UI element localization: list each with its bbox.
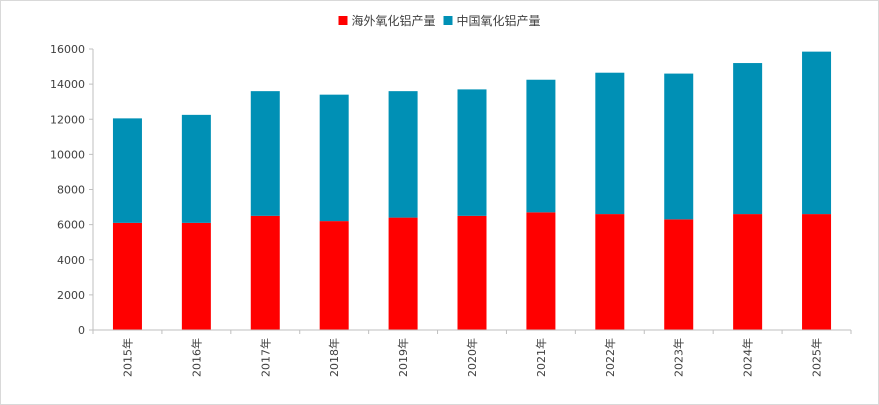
bar-overseas-2023年: [664, 219, 694, 330]
bar-overseas-2016年: [181, 222, 211, 330]
x-axis: 2015年 2016年 2017年 2018年 2019年 2020年 2021年 2022年…: [92, 329, 852, 377]
bar-overseas-2015年: [112, 222, 142, 330]
bar-china-2022年: [595, 72, 625, 215]
bar-china-2018年: [319, 94, 349, 222]
x-tick-label: 2016年: [189, 338, 203, 377]
y-tick-label: 12000: [50, 113, 85, 126]
y-tick-label: 2000: [57, 289, 85, 302]
bar-china-2019年: [388, 91, 418, 218]
bar-overseas-2018年: [319, 221, 349, 330]
y-axis: 0 2000 4000 6000 8000 10000 12000 14000 16000: [50, 43, 94, 337]
y-tick-label: 10000: [50, 148, 85, 161]
bar-china-2021年: [526, 79, 556, 213]
bar-overseas-2022年: [595, 214, 625, 330]
x-tick-label: 2019年: [396, 338, 410, 377]
bar-overseas-2024年: [733, 214, 763, 330]
x-tick-label: 2020年: [465, 338, 479, 377]
x-tick-label: 2025年: [810, 338, 824, 377]
bar-china-2020年: [457, 89, 487, 216]
y-tick-label: 8000: [57, 184, 85, 197]
bar-overseas-2020年: [457, 215, 487, 330]
bar-overseas-2021年: [526, 212, 556, 330]
x-tick-label: 2017年: [258, 338, 272, 377]
bar-china-2017年: [250, 91, 280, 216]
x-tick-label: 2018年: [327, 338, 341, 377]
y-tick-label: 6000: [57, 219, 85, 232]
bar-overseas-2017年: [250, 215, 280, 330]
y-tick-label: 14000: [50, 78, 85, 91]
bar-china-2024年: [733, 63, 763, 215]
x-tick-label: 2024年: [741, 338, 755, 377]
bar-china-2023年: [664, 73, 694, 220]
y-tick-label: 0: [78, 324, 85, 337]
x-tick-label: 2023年: [672, 338, 686, 377]
bar-overseas-2019年: [388, 217, 418, 330]
x-tick-label: 2021年: [534, 338, 548, 377]
bar-overseas-2025年: [802, 214, 832, 330]
x-tick-label: 2015年: [120, 338, 134, 377]
legend-label: 中国氧化铝产量: [457, 13, 541, 28]
y-tick-label: 16000: [50, 43, 85, 56]
y-tick-label: 4000: [57, 254, 85, 267]
bar-china-2015年: [112, 118, 142, 223]
x-tick-label: 2022年: [603, 338, 617, 377]
legend-label: 海外氧化铝产量: [352, 13, 436, 28]
legend: 海外氧化铝产量 中国氧化铝产量: [338, 13, 541, 28]
bar-china-2016年: [181, 114, 211, 223]
bars: [112, 51, 832, 330]
legend-swatch: [338, 16, 348, 25]
bar-china-2025年: [802, 51, 832, 215]
legend-swatch: [443, 16, 453, 25]
